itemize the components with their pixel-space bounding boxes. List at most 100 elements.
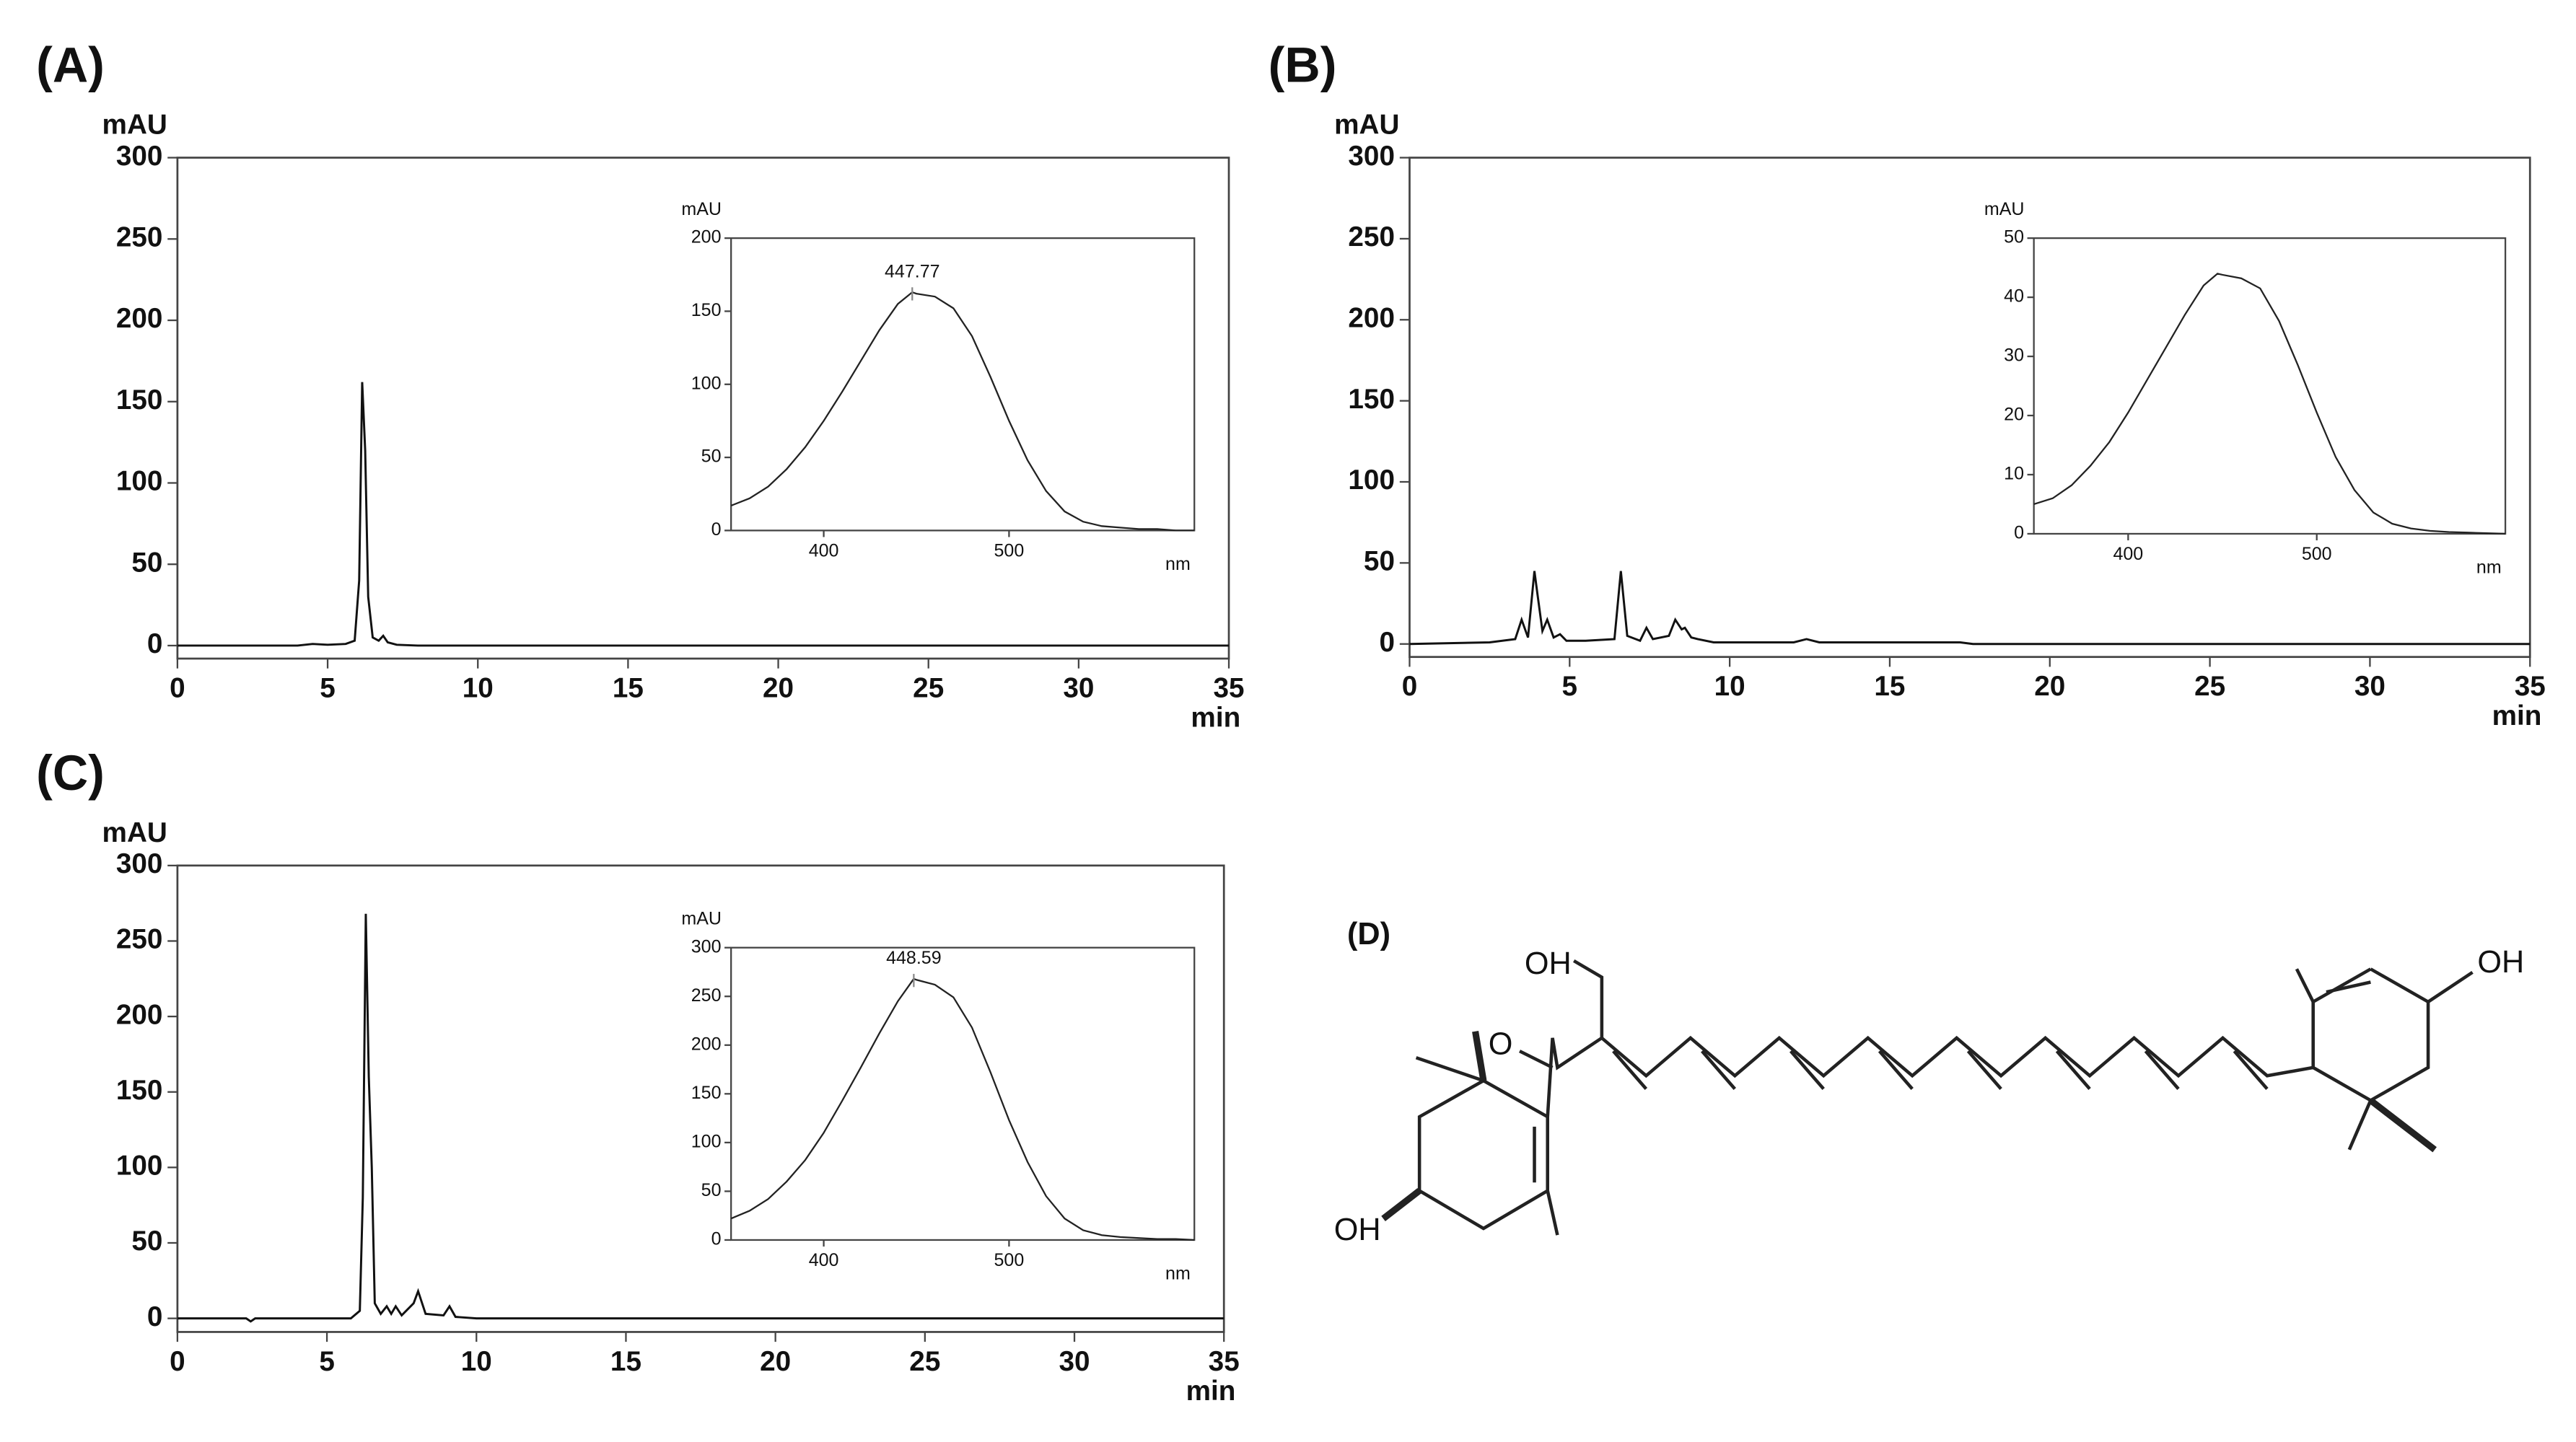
double-bond bbox=[2055, 1050, 2091, 1090]
y-axis-label: mAU bbox=[1334, 110, 1399, 141]
oh-bond bbox=[2427, 970, 2474, 1003]
y-tick-label: 300 bbox=[691, 936, 722, 957]
x-tick-label: 35 bbox=[1214, 672, 1245, 703]
y-tick-label: 50 bbox=[701, 1180, 722, 1200]
y-tick-label: 50 bbox=[2004, 227, 2024, 247]
y-tick-label: 100 bbox=[116, 1151, 163, 1182]
x-axis-label: min bbox=[2492, 700, 2542, 731]
x-tick-label: 400 bbox=[809, 1250, 839, 1270]
y-tick-label: 100 bbox=[691, 1131, 722, 1151]
y-tick-label: 150 bbox=[691, 1083, 722, 1103]
y-tick-label: 150 bbox=[116, 1075, 163, 1106]
y-tick-label: 100 bbox=[116, 466, 163, 497]
x-tick-label: 15 bbox=[610, 1346, 641, 1377]
double-bond bbox=[1612, 1050, 1648, 1090]
x-tick-label: 5 bbox=[1562, 671, 1578, 702]
x-tick-label: 500 bbox=[2302, 544, 2332, 564]
molecule: (D) OH O OH OH bbox=[1334, 917, 2525, 1247]
x-tick-label: 5 bbox=[320, 672, 336, 703]
methyl bbox=[2368, 1097, 2437, 1153]
y-tick-label: 150 bbox=[116, 384, 163, 416]
x-tick-label: 35 bbox=[2515, 671, 2546, 702]
ring-left bbox=[1417, 1079, 1550, 1231]
y-tick-label: 250 bbox=[116, 924, 163, 955]
x-tick-label: 20 bbox=[760, 1346, 791, 1377]
y-axis-label: mAU bbox=[681, 909, 722, 929]
x-tick-label: 35 bbox=[1209, 1346, 1240, 1377]
x-tick-label: 400 bbox=[809, 541, 839, 561]
plot-frame bbox=[2033, 237, 2507, 535]
methyl bbox=[1472, 1031, 1487, 1081]
y-tick-label: 300 bbox=[116, 848, 163, 879]
y-tick-label: 0 bbox=[2014, 523, 2024, 543]
atom-label: O bbox=[1489, 1027, 1513, 1062]
oh-bond bbox=[1381, 1188, 1421, 1221]
atom-label: OH bbox=[1334, 1213, 1381, 1247]
y-axis-label: mAU bbox=[681, 199, 722, 219]
x-tick-label: 500 bbox=[994, 1250, 1025, 1270]
x-tick-label: 15 bbox=[1874, 671, 1905, 702]
y-tick-label: 0 bbox=[711, 1229, 722, 1249]
plot-frame bbox=[730, 946, 1196, 1241]
x-tick-label: 25 bbox=[909, 1346, 940, 1377]
y-tick-label: 200 bbox=[116, 303, 163, 334]
y-tick-label: 100 bbox=[691, 373, 722, 393]
x-tick-label: 400 bbox=[2113, 544, 2143, 564]
y-tick-label: 250 bbox=[116, 222, 163, 253]
x-axis-label: nm bbox=[2476, 557, 2502, 577]
y-tick-label: 0 bbox=[147, 1301, 163, 1332]
y-tick-label: 30 bbox=[2004, 346, 2024, 366]
y-tick-label: 40 bbox=[2004, 286, 2024, 307]
methyl bbox=[2347, 1099, 2373, 1151]
x-tick-label: 500 bbox=[994, 541, 1025, 561]
double-bond bbox=[1789, 1050, 1825, 1090]
y-tick-label: 50 bbox=[131, 1226, 162, 1257]
x-tick-label: 0 bbox=[1402, 671, 1418, 702]
y-tick-label: 50 bbox=[1364, 546, 1395, 577]
peak-label: 448.59 bbox=[886, 948, 942, 968]
x-tick-label: 25 bbox=[2194, 671, 2225, 702]
y-tick-label: 150 bbox=[1348, 384, 1395, 415]
panel-label: (D) bbox=[1347, 917, 1390, 951]
x-tick-label: 20 bbox=[763, 672, 794, 703]
x-tick-label: 0 bbox=[170, 672, 185, 703]
double-bond bbox=[2144, 1050, 2180, 1090]
y-tick-label: 150 bbox=[691, 300, 722, 320]
y-tick-label: 100 bbox=[1348, 465, 1395, 496]
peak-label: 447.77 bbox=[885, 261, 940, 281]
methyl bbox=[1546, 1190, 1559, 1236]
double-bond bbox=[1966, 1050, 2002, 1090]
ch2oh bbox=[1573, 959, 1604, 1038]
methyl bbox=[1415, 1056, 1484, 1083]
trace bbox=[730, 977, 1195, 1241]
x-axis-label: nm bbox=[1165, 554, 1191, 574]
x-tick-label: 20 bbox=[2034, 671, 2065, 702]
atom-label: OH bbox=[1525, 946, 1572, 981]
y-tick-label: 0 bbox=[1379, 627, 1395, 658]
plot-frame bbox=[176, 157, 1230, 660]
x-tick-label: 10 bbox=[1714, 671, 1745, 702]
x-tick-label: 10 bbox=[463, 672, 494, 703]
atom-label: OH bbox=[2477, 945, 2524, 980]
plot-frame bbox=[730, 237, 1196, 532]
double-bond bbox=[2233, 1050, 2269, 1090]
x-tick-label: 0 bbox=[170, 1346, 185, 1377]
panel-label: (C) bbox=[36, 746, 105, 801]
panel-label: (B) bbox=[1269, 38, 1337, 93]
y-tick-label: 10 bbox=[2004, 464, 2024, 484]
x-tick-label: 30 bbox=[1063, 672, 1094, 703]
methyl bbox=[2295, 968, 2315, 1003]
x-tick-label: 10 bbox=[461, 1346, 492, 1377]
y-axis-label: mAU bbox=[1984, 199, 2025, 219]
y-tick-label: 200 bbox=[691, 1034, 722, 1054]
y-tick-label: 300 bbox=[1348, 141, 1395, 172]
trace bbox=[177, 913, 1225, 1323]
trace bbox=[1409, 571, 2531, 646]
y-tick-label: 0 bbox=[147, 628, 163, 659]
chain bbox=[1546, 1035, 2314, 1117]
x-tick-label: 30 bbox=[1059, 1346, 1090, 1377]
y-axis-label: mAU bbox=[102, 110, 167, 141]
plot-frame bbox=[176, 864, 1225, 1333]
x-axis-label: min bbox=[1191, 702, 1240, 733]
